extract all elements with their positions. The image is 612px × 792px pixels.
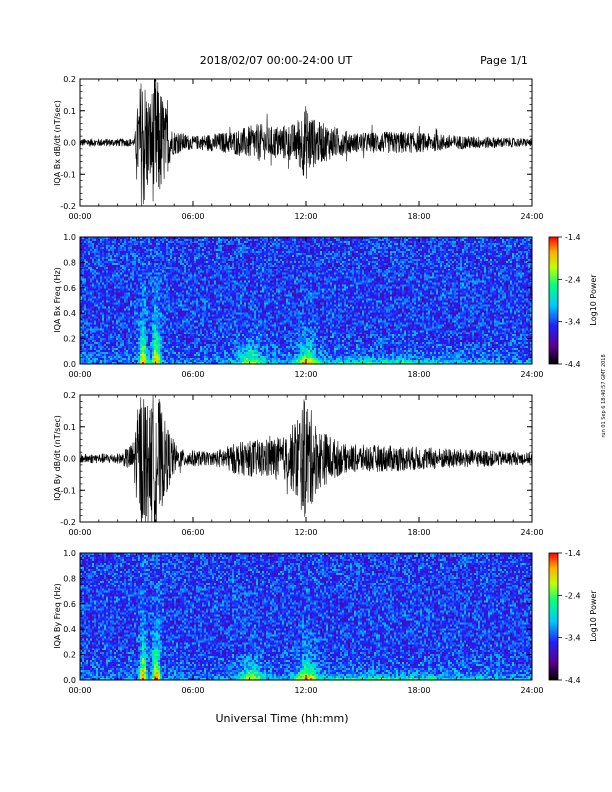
x-tick-label: 12:00 [294, 686, 317, 695]
colorbar-tick-label: -4.4 [565, 360, 581, 369]
page-indicator: Page 1/1 [480, 54, 528, 67]
x-tick-label: 06:00 [181, 686, 204, 695]
by-spectrogram-panel: IQA By Freq (Hz) 00:00 06:00 12:00 18:00 24:… [53, 549, 598, 695]
colorbar-tick-label: -1.4 [565, 233, 581, 242]
y-tick-label: 0.6 [63, 284, 76, 293]
y-tick-label: 0.8 [63, 258, 76, 267]
by-dbdt-panel: IQA By dB/dt (nT/sec) 00:00 06:00 12:00 18:… [53, 391, 544, 537]
y-tick-label: 0.4 [63, 625, 76, 634]
x-tick-label: 00:00 [68, 370, 91, 379]
bx-spectrogram-ylabel: IQA Bx Freq (Hz) [53, 267, 62, 333]
y-tick-label: -0.2 [60, 202, 76, 211]
bx-dbdt-ylabel: IQA Bx dB/dt (nT/sec) [53, 100, 62, 186]
x-tick-label: 12:00 [294, 528, 317, 537]
by-spectrogram-axes: 00:00 06:00 12:00 18:00 24:00 1.0 0.8 0.6 0.4 0.2… [63, 549, 543, 695]
dbdt-series-line [79, 78, 533, 207]
bx-colorbar-ticks: -1.4 -2.4 -3.4 -4.4 [558, 233, 581, 369]
bx-dbdt-panel: IQA Bx dB/dt (nT/sec) 00:00 06:00 12:00 18:… [53, 75, 544, 221]
x-tick-label: 00:00 [68, 212, 91, 221]
dbdt-series-line [79, 395, 533, 523]
bx-dbdt-axes: 00:00 06:00 12:00 18:00 24:00 0.2 0.1 0.0 -0.1 -0… [60, 75, 543, 221]
spectrogram-heatmap [80, 237, 532, 364]
spectrogram-heatmap [80, 553, 532, 680]
x-tick-label: 06:00 [181, 528, 204, 537]
by-colorbar-ticks: -1.4 -2.4 -3.4 -4.4 [558, 549, 581, 685]
x-tick-label: 12:00 [294, 212, 317, 221]
y-tick-label: 0.8 [63, 574, 76, 583]
x-tick-label: 24:00 [520, 370, 543, 379]
bx-spectrogram-panel: IQA Bx Freq (Hz) 00:00 06:00 12:00 18:00 24:… [53, 233, 598, 379]
bx-colorbar-label: Log10 Power [589, 274, 598, 326]
y-tick-label: 0.0 [63, 676, 76, 685]
colorbar-tick-label: -4.4 [565, 676, 581, 685]
y-tick-label: 1.0 [63, 549, 76, 558]
by-dbdt-axes: 00:00 06:00 12:00 18:00 24:00 0.2 0.1 0.0 -0.1 -0… [60, 391, 543, 537]
x-tick-label: 18:00 [407, 212, 430, 221]
bx-dbdt-trace [79, 78, 533, 207]
y-tick-label: 0.2 [63, 651, 76, 660]
by-dbdt-trace [79, 395, 533, 523]
y-tick-label: 0.2 [63, 391, 76, 400]
colorbar-tick-label: -2.4 [565, 591, 581, 600]
colorbar-tick-label: -1.4 [565, 549, 581, 558]
y-tick-label: 0.6 [63, 600, 76, 609]
x-tick-label: 00:00 [68, 528, 91, 537]
colorbar-tick-label: -3.4 [565, 318, 581, 327]
x-tick-label: 00:00 [68, 686, 91, 695]
colorbar-tick-label: -3.4 [565, 634, 581, 643]
x-tick-label: 24:00 [520, 212, 543, 221]
x-tick-label: 18:00 [407, 370, 430, 379]
by-dbdt-ylabel: IQA By dB/dt (nT/sec) [53, 415, 62, 501]
bx-spectrogram-image [80, 237, 532, 364]
x-tick-label: 18:00 [407, 528, 430, 537]
y-tick-label: 0.4 [63, 309, 76, 318]
by-spectrogram-image [80, 553, 532, 680]
figure-title: 2018/02/07 00:00-24:00 UT [200, 54, 353, 67]
bx-colorbar [548, 236, 559, 365]
x-tick-label: 06:00 [181, 370, 204, 379]
y-tick-label: 0.1 [63, 423, 76, 432]
y-tick-label: 0.0 [63, 139, 76, 148]
x-axis-title: Universal Time (hh:mm) [216, 712, 349, 725]
x-tick-label: 18:00 [407, 686, 430, 695]
y-tick-label: 0.2 [63, 75, 76, 84]
by-spectrogram-ylabel: IQA By Freq (Hz) [53, 583, 62, 649]
x-tick-label: 06:00 [181, 212, 204, 221]
y-tick-label: -0.1 [60, 486, 76, 495]
x-tick-label: 24:00 [520, 686, 543, 695]
by-colorbar-label: Log10 Power [589, 590, 598, 642]
y-tick-label: -0.1 [60, 170, 76, 179]
x-tick-label: 12:00 [294, 370, 317, 379]
x-tick-label: 24:00 [520, 528, 543, 537]
bx-spectrogram-axes: 00:00 06:00 12:00 18:00 24:00 1.0 0.8 0.6 0.4 0.2… [63, 233, 543, 379]
y-tick-label: -0.2 [60, 518, 76, 527]
colorbar-tick-label: -2.4 [565, 275, 581, 284]
y-tick-label: 1.0 [63, 233, 76, 242]
y-tick-label: 0.2 [63, 335, 76, 344]
y-tick-label: 0.0 [63, 360, 76, 369]
by-colorbar [548, 552, 559, 681]
side-run-note: run 01 Sep 6 18:40:57 GMT 2018 [601, 354, 607, 437]
y-tick-label: 0.1 [63, 107, 76, 116]
y-tick-label: 0.0 [63, 455, 76, 464]
